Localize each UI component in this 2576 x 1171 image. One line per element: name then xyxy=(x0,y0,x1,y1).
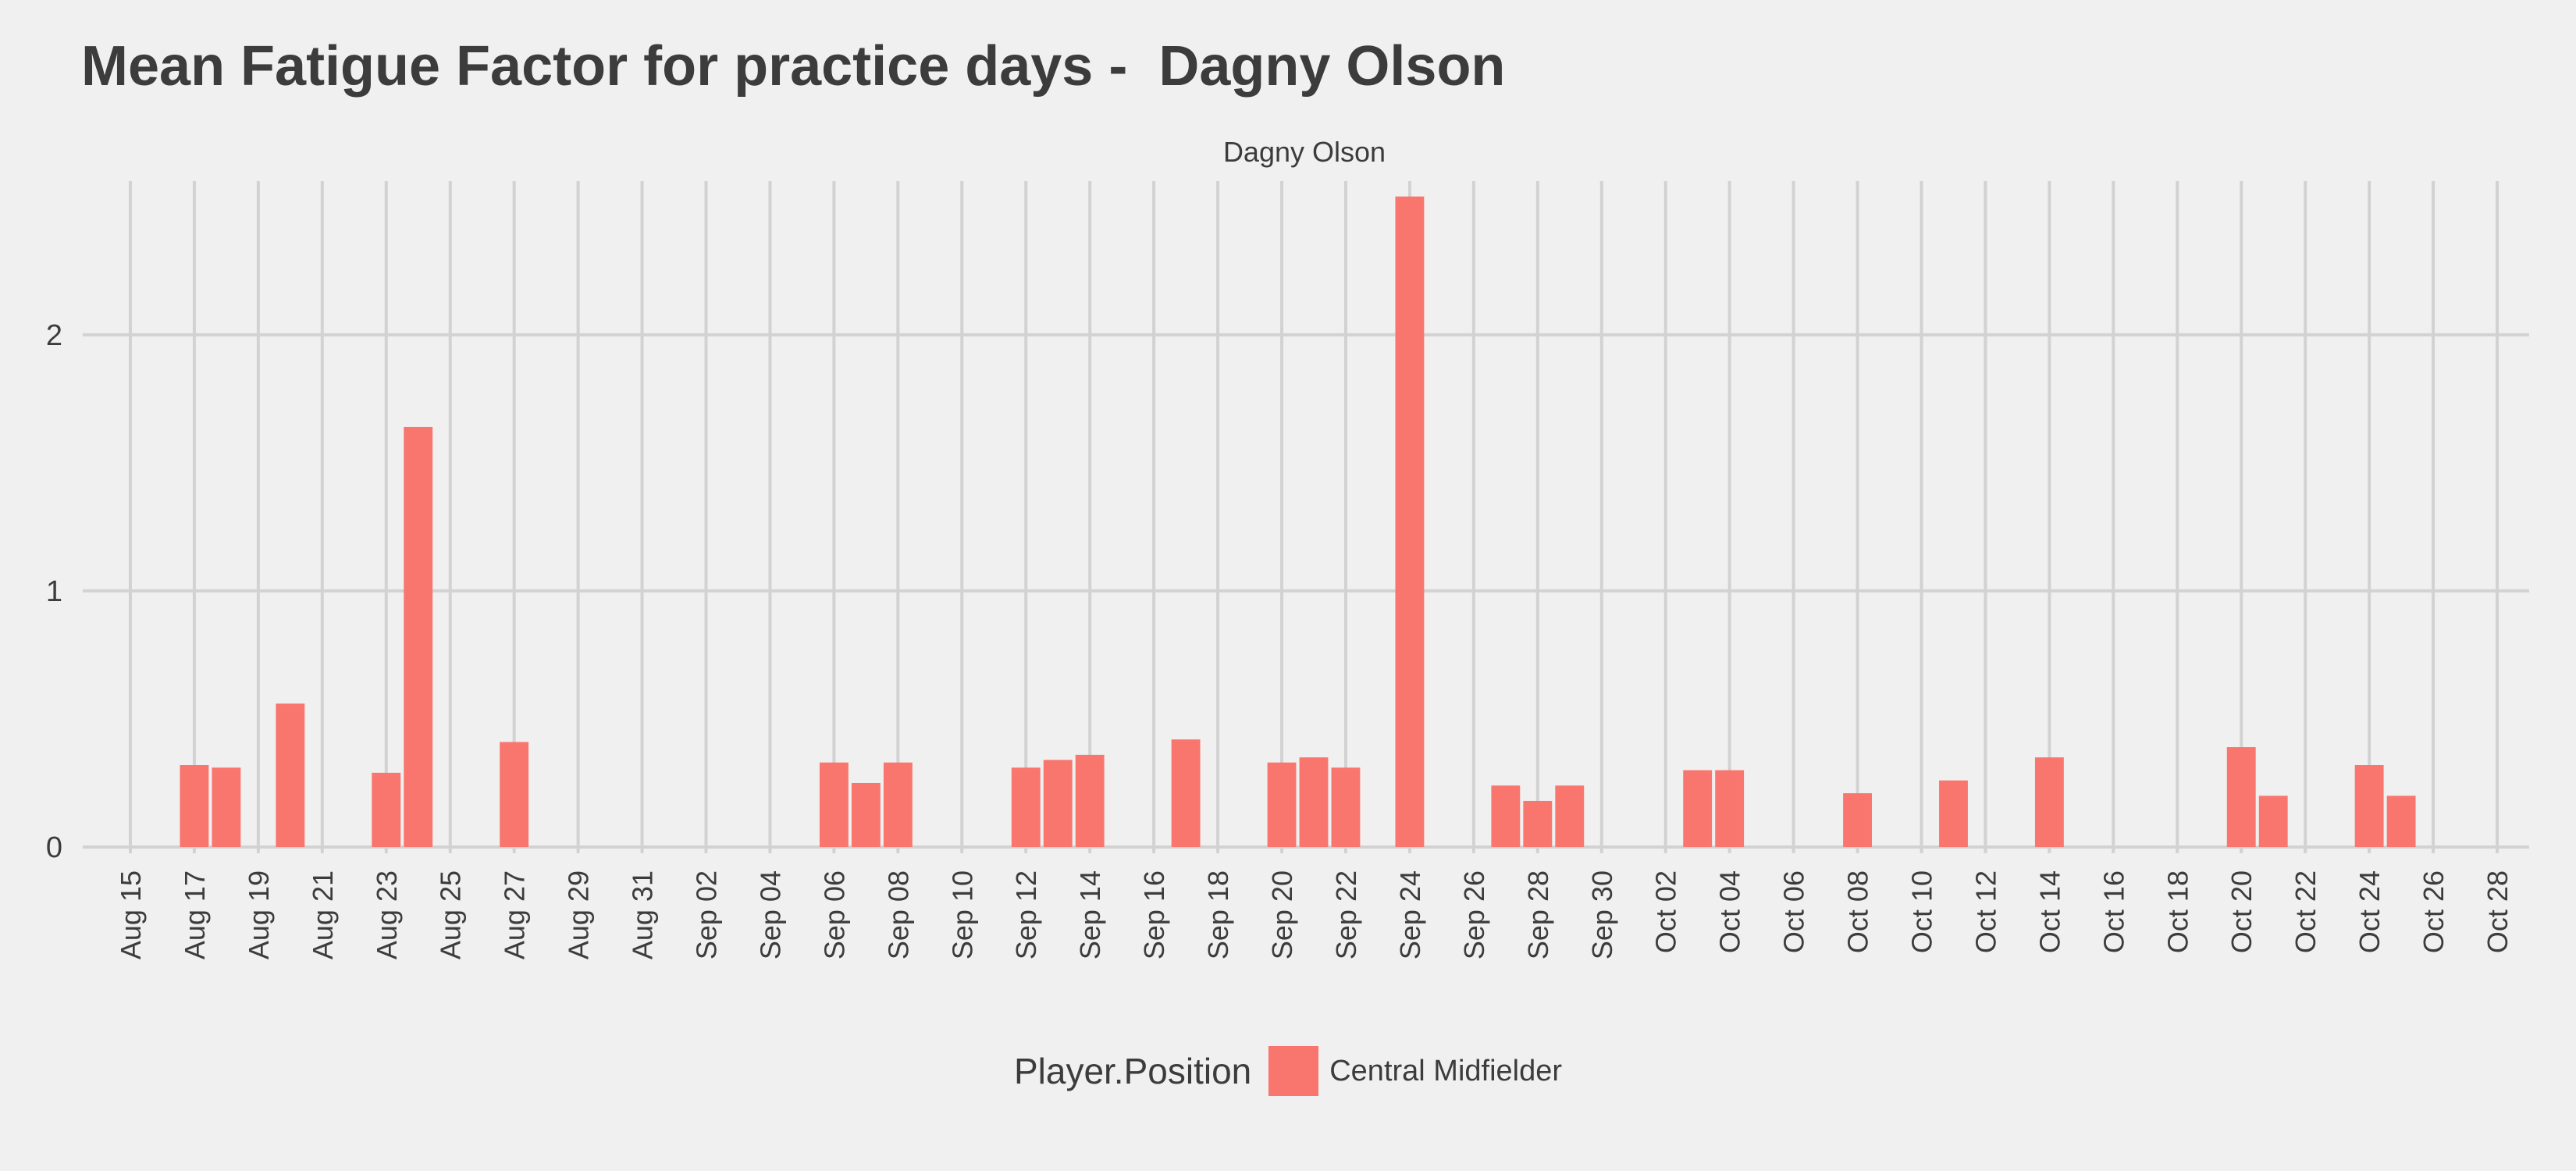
bar xyxy=(1011,767,1041,847)
legend-label: Central Midfielder xyxy=(1329,1054,1563,1087)
x-tick-label: Aug 29 xyxy=(563,870,595,959)
x-tick-label: Oct 12 xyxy=(1969,870,2001,953)
bar xyxy=(276,703,305,847)
x-tick-label: Sep 24 xyxy=(1394,870,1426,959)
facet-label: Dagny Olson xyxy=(1223,136,1386,168)
grid-lines xyxy=(83,181,2529,853)
bar xyxy=(1267,762,1297,847)
x-tick-label: Oct 24 xyxy=(2354,870,2386,953)
x-tick-label: Sep 12 xyxy=(1010,870,1042,959)
x-tick-label: Oct 10 xyxy=(1906,870,1938,953)
x-tick-label: Aug 21 xyxy=(307,870,339,959)
bar xyxy=(1395,196,1425,847)
bar xyxy=(1523,800,1553,847)
x-tick-label: Sep 22 xyxy=(1330,870,1362,959)
x-tick-label: Sep 06 xyxy=(818,870,850,959)
x-tick-label: Oct 20 xyxy=(2226,870,2258,953)
x-tick-label: Sep 30 xyxy=(1586,870,1618,959)
x-axis-ticks: Aug 15 Aug 17 Aug 19 Aug 21 Aug 23 Aug 25 Aug … xyxy=(115,870,2514,959)
x-tick-label: Aug 15 xyxy=(115,870,147,959)
y-tick-label: 2 xyxy=(46,319,62,352)
x-tick-label: Oct 16 xyxy=(2097,870,2129,953)
bar xyxy=(500,742,529,847)
x-tick-label: Aug 23 xyxy=(371,870,403,959)
bar xyxy=(2386,795,2416,847)
y-tick-label: 0 xyxy=(46,831,62,864)
x-tick-label: Sep 16 xyxy=(1138,870,1170,959)
bar xyxy=(404,426,433,847)
x-tick-label: Sep 08 xyxy=(882,870,914,959)
y-tick-label: 1 xyxy=(46,575,62,608)
x-tick-label: Oct 06 xyxy=(1778,870,1810,953)
bar xyxy=(1683,770,1713,847)
x-tick-label: Sep 18 xyxy=(1202,870,1234,959)
bar xyxy=(2034,757,2064,847)
x-tick-label: Sep 28 xyxy=(1522,870,1554,959)
bar xyxy=(212,767,241,847)
bar xyxy=(2354,765,2384,847)
bar xyxy=(1171,739,1201,847)
x-tick-label: Oct 26 xyxy=(2418,870,2450,953)
bar xyxy=(1075,754,1105,847)
bar xyxy=(1715,770,1745,847)
bar xyxy=(1043,760,1073,847)
bar xyxy=(2226,747,2256,847)
x-tick-label: Oct 04 xyxy=(1714,870,1746,953)
x-tick-label: Sep 10 xyxy=(946,870,978,959)
x-tick-label: Oct 18 xyxy=(2161,870,2194,953)
x-tick-label: Oct 02 xyxy=(1650,870,1682,953)
x-tick-label: Oct 08 xyxy=(1842,870,1874,953)
bar xyxy=(1491,785,1521,847)
bars xyxy=(180,196,2416,847)
y-axis-ticks: 0 1 2 xyxy=(46,319,62,864)
legend-title: Player.Position xyxy=(1013,1051,1252,1091)
x-tick-label: Sep 20 xyxy=(1266,870,1298,959)
x-tick-label: Aug 27 xyxy=(499,870,531,959)
bar xyxy=(1555,785,1585,847)
x-tick-label: Oct 14 xyxy=(2033,870,2065,953)
x-tick-label: Aug 17 xyxy=(179,870,211,959)
x-tick-label: Sep 26 xyxy=(1458,870,1490,959)
bar xyxy=(2258,795,2288,847)
legend: Player.Position Central Midfielder xyxy=(0,1046,2576,1096)
legend-color-key xyxy=(1268,1046,1319,1096)
bar xyxy=(1843,793,1872,847)
bar xyxy=(851,782,881,847)
bar xyxy=(819,762,849,847)
x-tick-label: Aug 19 xyxy=(243,870,275,959)
bar xyxy=(1939,780,1968,847)
bar xyxy=(1299,757,1329,847)
bar xyxy=(1331,767,1361,847)
x-tick-label: Sep 02 xyxy=(691,870,723,959)
bar xyxy=(372,772,401,847)
bar xyxy=(883,762,913,847)
x-tick-label: Aug 31 xyxy=(627,870,659,959)
chart-title: Mean Fatigue Factor for practice days - … xyxy=(81,35,1506,98)
x-tick-label: Oct 28 xyxy=(2482,870,2514,953)
x-tick-label: Sep 04 xyxy=(754,870,786,959)
x-tick-label: Aug 25 xyxy=(435,870,467,959)
x-tick-label: Sep 14 xyxy=(1074,870,1106,959)
x-tick-label: Oct 22 xyxy=(2290,870,2322,953)
bar xyxy=(180,765,209,847)
